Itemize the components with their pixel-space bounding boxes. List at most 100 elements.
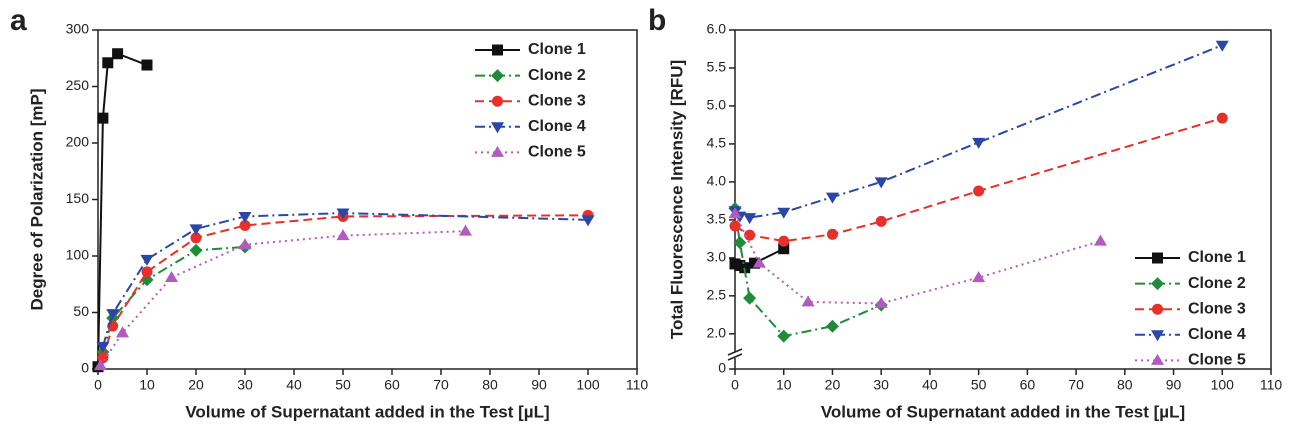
series-line bbox=[734, 213, 1101, 305]
y-tick-label: 300 bbox=[66, 21, 90, 37]
legend-label: Clone 1 bbox=[528, 41, 586, 58]
x-tick-label: 60 bbox=[384, 377, 400, 393]
y-tick-label: 6.0 bbox=[707, 21, 727, 37]
x-tick-label: 30 bbox=[873, 377, 889, 393]
x-tick-label: 20 bbox=[825, 377, 841, 393]
marker bbox=[1093, 234, 1107, 246]
legend-label: Clone 2 bbox=[1188, 275, 1246, 292]
panel-label: b bbox=[648, 4, 666, 37]
x-axis-title: Volume of Supernatant added in the Test … bbox=[185, 402, 549, 421]
legend-label: Clone 1 bbox=[1188, 249, 1246, 266]
marker bbox=[141, 59, 153, 71]
x-tick-label: 30 bbox=[237, 377, 253, 393]
marker bbox=[973, 185, 985, 197]
marker bbox=[93, 359, 107, 371]
y-tick-label: 200 bbox=[66, 134, 90, 150]
marker bbox=[97, 112, 109, 124]
x-tick-label: 0 bbox=[731, 377, 739, 393]
legend-marker bbox=[1151, 330, 1164, 342]
legend-label: Clone 3 bbox=[1188, 300, 1246, 317]
x-tick-label: 60 bbox=[1020, 377, 1036, 393]
plot-frame bbox=[734, 29, 1272, 370]
y-tick-label: 5.5 bbox=[707, 59, 727, 75]
marker bbox=[165, 270, 178, 282]
marker bbox=[729, 220, 741, 232]
marker bbox=[825, 192, 839, 204]
legend-label: Clone 2 bbox=[528, 67, 586, 84]
axis-break bbox=[727, 348, 743, 356]
x-tick-label: 70 bbox=[1068, 377, 1084, 393]
series-line bbox=[97, 52, 148, 367]
marker bbox=[874, 177, 888, 189]
legend-marker bbox=[491, 122, 504, 134]
x-tick-label: 80 bbox=[482, 377, 498, 393]
x-tick-label: 50 bbox=[971, 377, 987, 393]
marker bbox=[728, 207, 742, 219]
marker bbox=[801, 295, 815, 307]
marker bbox=[875, 215, 887, 227]
legend-label: Clone 4 bbox=[1188, 326, 1246, 343]
marker bbox=[733, 236, 747, 250]
x-tick-label: 110 bbox=[626, 377, 649, 393]
axis-break bbox=[727, 353, 743, 361]
marker bbox=[778, 243, 790, 255]
y-tick-label: 250 bbox=[66, 77, 90, 93]
legend-label: Clone 5 bbox=[528, 144, 586, 161]
legend-marker bbox=[1152, 303, 1163, 315]
x-tick-label: 10 bbox=[139, 377, 155, 393]
x-tick-label: 50 bbox=[335, 377, 351, 393]
marker bbox=[743, 291, 757, 305]
x-tick-label: 70 bbox=[433, 377, 449, 393]
marker bbox=[189, 243, 203, 257]
legend-marker bbox=[1152, 252, 1163, 264]
x-axis-title: Volume of Supernatant added in the Test … bbox=[821, 402, 1185, 421]
y-tick-label: 0 bbox=[718, 360, 726, 376]
marker bbox=[140, 254, 154, 266]
x-tick-label: 100 bbox=[576, 377, 600, 393]
marker bbox=[239, 219, 251, 231]
legend-marker bbox=[492, 44, 503, 56]
marker bbox=[190, 232, 202, 244]
y-tick-label: 3.5 bbox=[707, 211, 727, 227]
marker bbox=[778, 235, 790, 247]
y-tick-label: 150 bbox=[66, 190, 90, 206]
legend-label: Clone 5 bbox=[1188, 352, 1246, 369]
x-tick-label: 80 bbox=[1117, 377, 1133, 393]
series-line bbox=[734, 208, 882, 338]
marker bbox=[972, 271, 986, 283]
marker bbox=[189, 224, 203, 236]
marker bbox=[112, 48, 124, 60]
marker bbox=[102, 57, 114, 69]
x-tick-label: 110 bbox=[1260, 377, 1283, 393]
x-tick-label: 20 bbox=[188, 377, 204, 393]
legend-marker bbox=[492, 95, 503, 107]
marker bbox=[1215, 40, 1229, 52]
marker bbox=[238, 238, 252, 250]
marker bbox=[336, 208, 350, 220]
marker bbox=[106, 309, 120, 321]
marker bbox=[743, 213, 757, 225]
marker bbox=[238, 211, 252, 223]
marker bbox=[777, 207, 791, 219]
y-tick-label: 2.0 bbox=[707, 325, 727, 341]
marker bbox=[459, 224, 472, 236]
x-tick-label: 40 bbox=[286, 377, 302, 393]
legend-label: Clone 3 bbox=[528, 92, 586, 109]
marker bbox=[777, 329, 791, 343]
x-tick-label: 100 bbox=[1211, 377, 1235, 393]
y-tick-label: 0 bbox=[81, 360, 89, 376]
marker bbox=[826, 228, 838, 240]
marker bbox=[116, 326, 129, 338]
marker bbox=[744, 229, 756, 241]
axis-break-gap bbox=[727, 352, 743, 358]
marker bbox=[874, 296, 888, 308]
legend-marker bbox=[491, 69, 504, 83]
x-tick-label: 10 bbox=[776, 377, 792, 393]
x-tick-label: 40 bbox=[922, 377, 938, 393]
legend-label: Clone 4 bbox=[528, 118, 586, 135]
panel-label: a bbox=[10, 4, 27, 37]
y-axis-title: Total Fluorescence Intensity [RFU] bbox=[667, 60, 686, 339]
marker bbox=[141, 266, 153, 278]
y-tick-label: 2.5 bbox=[707, 287, 727, 303]
